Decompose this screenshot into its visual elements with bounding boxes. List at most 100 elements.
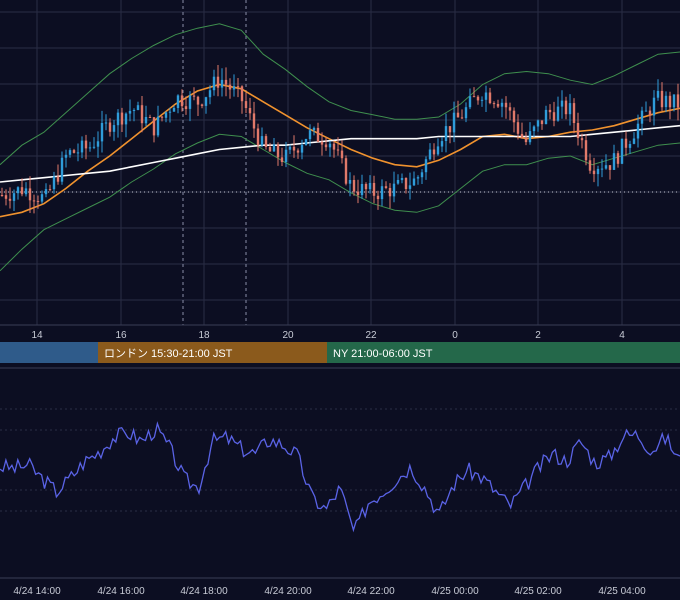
candle-body [220,79,224,88]
candle-body [540,120,544,125]
candle-body [188,95,192,109]
candle-body [176,95,180,108]
candle-body [564,100,568,115]
candle-body [356,191,360,196]
candle-body [608,165,612,170]
candle-body [228,84,232,90]
candle-body [308,130,312,140]
candle-body [584,140,588,161]
candle-body [144,117,148,124]
candle-body [276,144,280,158]
candle-body [204,97,208,106]
candle-body [312,127,316,131]
candle-body [232,86,236,90]
session-block [98,342,327,363]
time-tick-label: 4/25 02:00 [514,586,562,597]
candle-body [648,110,652,116]
candle-body [272,144,276,152]
candle-body [72,150,76,153]
candle-body [468,96,472,108]
candle-body [244,101,248,108]
oscillator-line [0,421,680,533]
candle-body [304,139,308,145]
candle-body [60,157,64,182]
candle-body [400,178,404,181]
time-tick-label: 4/24 16:00 [97,586,145,597]
candle-body [632,138,636,144]
candle-body [476,96,480,101]
candle-body [576,123,580,139]
candle-body [288,146,292,150]
candle-body [552,112,556,121]
candle-body [296,150,300,153]
candle-body [44,189,48,195]
candle-body [212,76,216,91]
candle-body [452,112,456,133]
candle-body [216,76,220,88]
candle-body [76,152,80,154]
candle-body [372,183,376,196]
candle-body [84,140,88,149]
candle-body [316,127,320,142]
candle-body [412,178,416,186]
candle-body [40,194,44,202]
candle-body [92,146,96,148]
candle-body [240,86,244,102]
candle-body [160,116,164,118]
candle-body [132,110,136,111]
candle-body [192,95,196,97]
candle-body [88,147,92,149]
candle-body [436,146,440,155]
candle-body [424,159,428,173]
candle-body [320,141,324,145]
candle-body [16,187,20,194]
price-indicators [0,23,680,272]
candle-body [328,143,332,148]
time-tick-label: 4/25 00:00 [431,586,479,597]
candle-body [376,195,380,200]
candle-body [236,86,240,88]
candle-body [116,112,120,126]
candle-body [20,187,24,195]
candle-body [536,120,540,127]
time-axis: 4/24 14:00 4/24 16:00 4/24 18:00 4/24 20:00… [0,577,680,597]
price-x-axis: 14 16 18 20 22 0 2 4 [0,324,680,341]
candle-body [504,102,508,108]
candle-body [516,122,520,134]
candle-body [508,107,512,111]
candle-body [448,126,452,133]
candle-body [256,128,260,146]
candle-body [208,90,212,98]
candle-body [336,149,340,151]
candle-body [8,198,12,201]
oscillator-grid [0,408,680,512]
candle-body [500,102,504,107]
candle-body [384,186,388,188]
candle-body [200,104,204,106]
candle-body [404,178,408,189]
candle-body [388,188,392,197]
candle-body [620,138,624,164]
candle-body [624,138,628,148]
price-x-tick-label: 22 [365,330,377,341]
candle-body [264,136,268,147]
candle-body [480,99,484,101]
time-tick-label: 4/24 14:00 [13,586,61,597]
candle-body [548,109,552,113]
session-label: ロンドン 15:30-21:00 JST [104,348,233,360]
candle-body [148,117,152,118]
candle-body [156,116,160,136]
candle-body [80,140,84,153]
candle-body [672,94,676,108]
price-x-tick-label: 16 [115,330,127,341]
candle-body [332,143,336,150]
ma-fast-line [0,83,680,218]
candle-body [496,104,500,107]
candle-body [460,117,464,119]
candle-body [52,176,56,190]
candle-body [492,103,496,105]
candle-body [524,137,528,143]
candle-body [124,113,128,125]
candle-body [4,195,8,199]
